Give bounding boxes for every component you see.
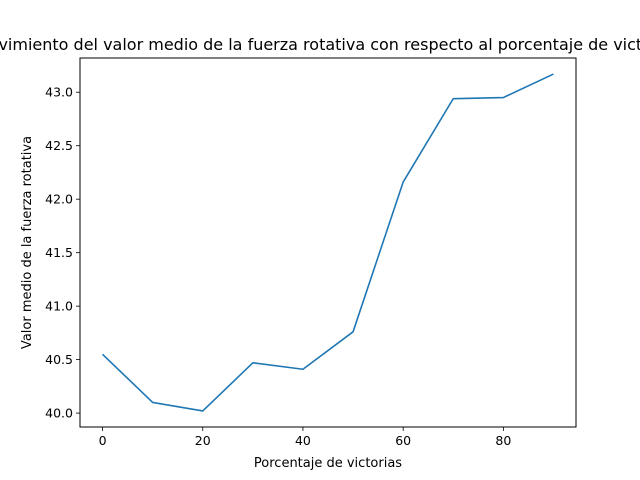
y-tick-label: 42.0 [45, 192, 73, 207]
x-tick-label: 60 [395, 433, 411, 448]
plot-area: 0 20 40 60 80 40.0 40.5 41.0 41.5 42.0 42.5 43.0 [45, 57, 577, 448]
x-axis-label: Porcentaje de victorias [254, 456, 402, 471]
y-tick-label: 43.0 [45, 85, 73, 100]
series-layer [101, 73, 554, 412]
x-axis-ticks: 0 20 40 60 80 [99, 427, 511, 448]
axes-frame [79, 57, 577, 428]
y-tick-label: 40.5 [45, 352, 73, 367]
y-tick-label: 42.5 [45, 138, 73, 153]
x-tick-label: 40 [295, 433, 311, 448]
x-tick-label: 0 [99, 433, 107, 448]
series-line [101, 73, 554, 412]
y-tick-label: 41.5 [45, 245, 73, 260]
y-axis-label: Valor medio de la fuerza rotativa [20, 136, 35, 349]
y-tick-label: 41.0 [45, 299, 73, 314]
x-tick-label: 80 [495, 433, 511, 448]
chart-title: Movimiento del valor medio de la fuerza … [0, 35, 640, 54]
y-tick-label: 40.0 [45, 406, 73, 421]
x-tick-label: 20 [195, 433, 211, 448]
y-axis-ticks: 40.0 40.5 41.0 41.5 42.0 42.5 43.0 [45, 85, 80, 421]
